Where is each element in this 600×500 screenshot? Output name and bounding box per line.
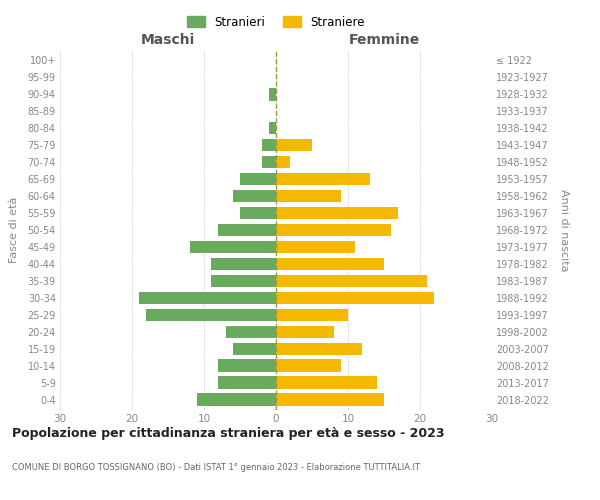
Bar [218,224,276,236]
Bar [269,122,276,134]
Bar [211,258,276,270]
Legend: Stranieri, Straniere: Stranieri, Straniere [182,11,370,34]
Text: COMUNE DI BORGO TOSSIGNANO (BO) - Dati ISTAT 1° gennaio 2023 - Elaborazione TUTT: COMUNE DI BORGO TOSSIGNANO (BO) - Dati I… [12,462,420,471]
Bar [197,394,276,406]
Bar [240,172,276,186]
Bar [233,190,276,202]
Bar [262,156,276,168]
Text: Femmine: Femmine [349,32,419,46]
Bar [276,224,391,236]
Text: Popolazione per cittadinanza straniera per età e sesso - 2023: Popolazione per cittadinanza straniera p… [12,428,445,440]
Text: Maschi: Maschi [141,32,195,46]
Bar [146,308,276,322]
Bar [240,206,276,220]
Y-axis label: Fasce di età: Fasce di età [9,197,19,263]
Bar [276,308,348,322]
Bar [218,360,276,372]
Bar [276,326,334,338]
Bar [269,88,276,101]
Bar [226,326,276,338]
Bar [276,360,341,372]
Bar [276,292,434,304]
Bar [276,206,398,220]
Y-axis label: Anni di nascita: Anni di nascita [559,188,569,271]
Bar [139,292,276,304]
Bar [262,138,276,151]
Bar [276,274,427,287]
Bar [276,172,370,186]
Bar [276,240,355,254]
Bar [276,138,312,151]
Bar [276,258,384,270]
Bar [276,156,290,168]
Bar [276,394,384,406]
Bar [190,240,276,254]
Bar [218,376,276,389]
Bar [211,274,276,287]
Bar [276,190,341,202]
Bar [276,342,362,355]
Bar [276,376,377,389]
Bar [233,342,276,355]
